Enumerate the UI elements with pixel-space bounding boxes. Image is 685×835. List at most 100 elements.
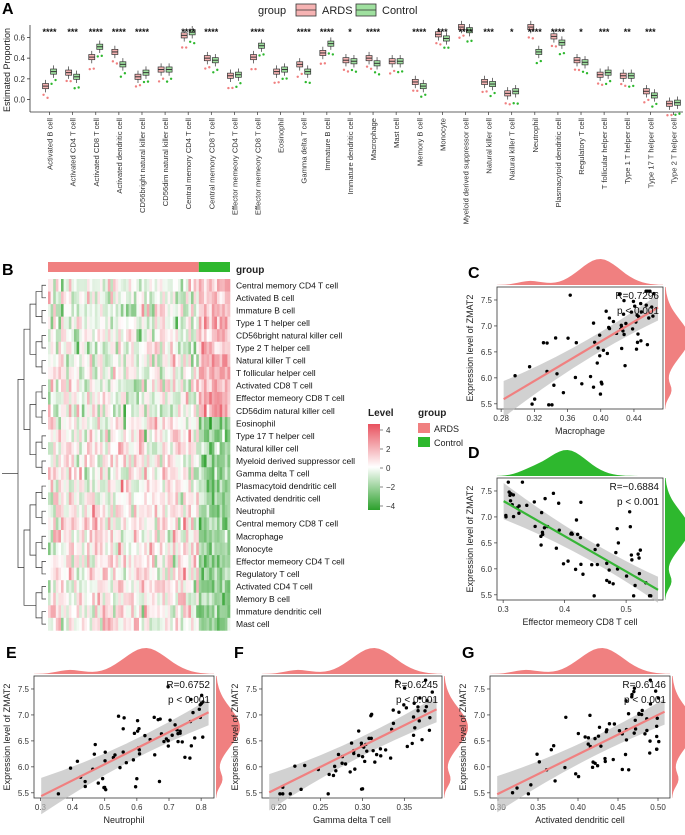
heatmap-cell bbox=[50, 492, 54, 506]
heatmap-cell bbox=[146, 605, 150, 619]
heatmap-cell bbox=[154, 291, 158, 305]
heatmap-cell bbox=[126, 617, 129, 631]
heatmap-cell bbox=[136, 329, 140, 343]
data-point bbox=[624, 574, 629, 578]
heatmap-cell bbox=[115, 517, 119, 531]
heatmap-cell bbox=[170, 341, 174, 355]
heatmap-cell bbox=[68, 442, 72, 455]
heatmap-cell bbox=[154, 417, 158, 430]
heatmap-cell bbox=[175, 479, 179, 493]
outlier-point bbox=[604, 82, 608, 86]
heatmap-cell bbox=[217, 592, 220, 606]
data-point bbox=[556, 501, 561, 505]
heatmap-cell bbox=[89, 417, 93, 430]
heatmap-cell bbox=[74, 391, 77, 405]
heatmap-cell bbox=[146, 417, 150, 430]
heatmap-cell bbox=[48, 567, 51, 581]
heatmap-cell bbox=[126, 417, 129, 430]
heatmap-cell bbox=[165, 605, 168, 619]
heatmap-cell bbox=[183, 329, 187, 343]
heatmap-cell bbox=[87, 417, 90, 430]
heatmap-cell bbox=[198, 442, 202, 455]
scatter-panel-label: D bbox=[468, 445, 480, 462]
heatmap-cell bbox=[144, 379, 148, 393]
heatmap-cell bbox=[68, 605, 72, 619]
data-point bbox=[655, 734, 659, 739]
outlier-point bbox=[651, 105, 654, 108]
heatmap-cell bbox=[162, 379, 166, 393]
heatmap-cell bbox=[87, 567, 90, 581]
data-point bbox=[599, 744, 603, 748]
heatmap-cell bbox=[136, 580, 140, 594]
outlier-point bbox=[111, 60, 115, 63]
heatmap-cell bbox=[144, 492, 148, 506]
heatmap-cell bbox=[217, 279, 220, 292]
heatmap-cell bbox=[66, 567, 70, 581]
data-point bbox=[579, 562, 583, 567]
heatmap-cell bbox=[76, 530, 80, 543]
data-point bbox=[604, 730, 608, 734]
heatmap-cell bbox=[81, 617, 85, 631]
y-tick-label: 7.0 bbox=[18, 711, 30, 720]
data-point bbox=[189, 697, 193, 702]
correlation-r: R=0.6752 bbox=[166, 680, 210, 691]
heatmap-cell bbox=[61, 279, 64, 292]
heatmap-cell bbox=[172, 341, 176, 355]
heatmap-cell bbox=[136, 517, 140, 531]
heatmap-cell bbox=[123, 379, 127, 393]
heatmap-cell bbox=[110, 304, 114, 317]
outlier-point bbox=[643, 101, 646, 104]
heatmap-cell bbox=[214, 580, 218, 594]
outlier-point bbox=[188, 40, 192, 44]
heatmap-cell bbox=[178, 492, 181, 506]
heatmap-cell bbox=[159, 542, 163, 556]
data-point bbox=[113, 753, 117, 757]
heatmap-cell bbox=[120, 492, 124, 506]
data-point bbox=[103, 759, 107, 763]
level-tick-label: −4 bbox=[386, 502, 396, 511]
outlier-point bbox=[620, 82, 623, 86]
heatmap-cell bbox=[126, 504, 129, 518]
heatmap-cell bbox=[172, 517, 176, 531]
significance-label: **** bbox=[89, 27, 104, 37]
data-point bbox=[605, 351, 610, 356]
significance-label: **** bbox=[551, 27, 566, 37]
data-point bbox=[530, 402, 534, 406]
data-point bbox=[281, 792, 285, 796]
heatmap-cell bbox=[89, 530, 93, 543]
data-point bbox=[199, 701, 203, 706]
correlation-r: R=0.6146 bbox=[622, 680, 666, 691]
heatmap-cell bbox=[120, 617, 124, 631]
heatmap-cell bbox=[217, 379, 220, 393]
box-control bbox=[604, 66, 612, 86]
heatmap-cell bbox=[105, 341, 109, 355]
heatmap-cell bbox=[214, 467, 218, 481]
heatmap-cell bbox=[115, 329, 119, 343]
heatmap-cell bbox=[224, 555, 228, 568]
heatmap-cell bbox=[211, 279, 215, 292]
heatmap-cell bbox=[188, 580, 192, 594]
heatmap-cell bbox=[74, 304, 77, 317]
data-point bbox=[352, 751, 356, 756]
heatmap-cell bbox=[170, 354, 174, 368]
heatmap-cell bbox=[94, 617, 98, 631]
heatmap-cell bbox=[214, 354, 218, 368]
heatmap-cell bbox=[55, 404, 59, 418]
heatmap-cell bbox=[141, 442, 145, 455]
outlier-point bbox=[308, 81, 311, 85]
box-control bbox=[235, 68, 242, 89]
data-point bbox=[624, 738, 629, 742]
heatmap-cell bbox=[71, 542, 75, 556]
heatmap-cell bbox=[136, 454, 140, 468]
outlier-point bbox=[77, 86, 80, 89]
data-point bbox=[579, 500, 583, 504]
heatmap-cell bbox=[214, 442, 218, 455]
heatmap-cell bbox=[118, 530, 122, 543]
heatmap-cell bbox=[81, 417, 85, 430]
outlier-point bbox=[424, 93, 427, 96]
heatmap-cell bbox=[217, 454, 220, 468]
heatmap-cell bbox=[144, 391, 148, 405]
heatmap-cell bbox=[152, 379, 155, 393]
outlier-point bbox=[531, 37, 535, 40]
data-point bbox=[535, 752, 539, 756]
